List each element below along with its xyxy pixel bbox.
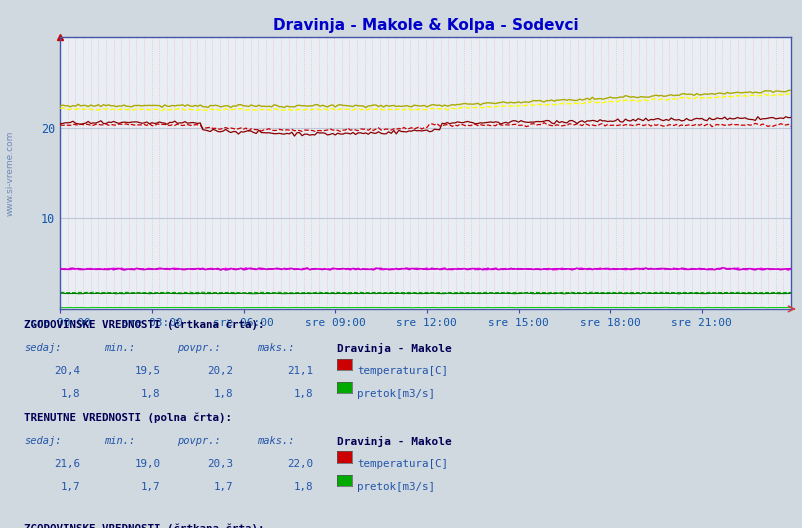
Text: 20,2: 20,2 [207, 366, 233, 376]
Text: ZGODOVINSKE VREDNOSTI (črtkana črta):: ZGODOVINSKE VREDNOSTI (črtkana črta): [24, 524, 265, 528]
Text: 1,7: 1,7 [141, 482, 160, 492]
Text: temperatura[C]: temperatura[C] [357, 366, 448, 376]
Text: Dravinja - Makole: Dravinja - Makole [337, 436, 452, 447]
Text: 19,5: 19,5 [135, 366, 160, 376]
Text: 19,0: 19,0 [135, 459, 160, 469]
Text: temperatura[C]: temperatura[C] [357, 459, 448, 469]
Text: TRENUTNE VREDNOSTI (polna črta):: TRENUTNE VREDNOSTI (polna črta): [24, 412, 232, 423]
Text: pretok[m3/s]: pretok[m3/s] [357, 389, 435, 399]
Text: 20,3: 20,3 [207, 459, 233, 469]
Text: min.:: min.: [104, 436, 136, 446]
Text: maks.:: maks.: [257, 436, 294, 446]
Text: 1,7: 1,7 [61, 482, 80, 492]
Text: ZGODOVINSKE VREDNOSTI (črtkana črta):: ZGODOVINSKE VREDNOSTI (črtkana črta): [24, 319, 265, 330]
Text: pretok[m3/s]: pretok[m3/s] [357, 482, 435, 492]
Text: min.:: min.: [104, 343, 136, 353]
Text: sedaj:: sedaj: [24, 436, 62, 446]
Text: sedaj:: sedaj: [24, 343, 62, 353]
Text: www.si-vreme.com: www.si-vreme.com [5, 130, 14, 215]
Text: 21,1: 21,1 [287, 366, 313, 376]
Text: maks.:: maks.: [257, 343, 294, 353]
Text: 1,8: 1,8 [61, 389, 80, 399]
Text: 1,8: 1,8 [213, 389, 233, 399]
Text: 1,8: 1,8 [294, 482, 313, 492]
Text: 1,8: 1,8 [294, 389, 313, 399]
Text: 20,4: 20,4 [55, 366, 80, 376]
Text: 1,8: 1,8 [141, 389, 160, 399]
Text: povpr.:: povpr.: [176, 343, 220, 353]
Text: povpr.:: povpr.: [176, 436, 220, 446]
Title: Dravinja - Makole & Kolpa - Sodevci: Dravinja - Makole & Kolpa - Sodevci [273, 18, 577, 33]
Text: 21,6: 21,6 [55, 459, 80, 469]
Text: 22,0: 22,0 [287, 459, 313, 469]
Text: 1,7: 1,7 [213, 482, 233, 492]
Text: Dravinja - Makole: Dravinja - Makole [337, 343, 452, 354]
